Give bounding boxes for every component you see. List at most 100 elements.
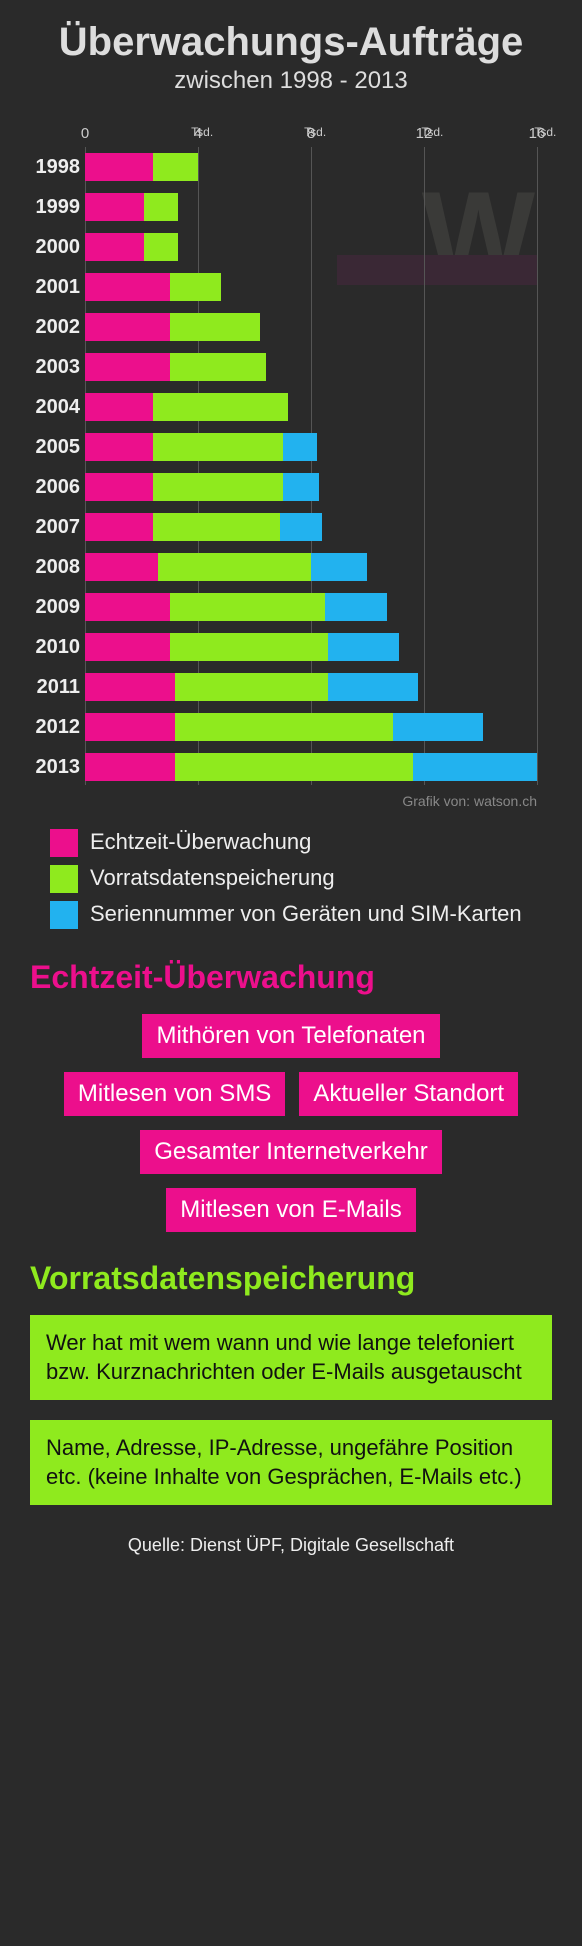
bar-segment-echtzeit: [85, 153, 153, 181]
bar-segment-echtzeit: [85, 273, 170, 301]
bar-track: [85, 313, 537, 341]
year-label: 2005: [30, 436, 80, 459]
page-subtitle: zwischen 1998 - 2013: [30, 67, 552, 95]
legend-label: Seriennummer von Geräten und SIM-Karten: [90, 901, 522, 927]
year-label: 2012: [30, 716, 80, 739]
bar-segment-echtzeit: [85, 193, 144, 221]
chart-row: 2006: [85, 467, 537, 507]
chart-row: 2002: [85, 307, 537, 347]
chart-row: 2013: [85, 747, 537, 787]
bar-segment-vorrat: [175, 713, 393, 741]
chart-row: 2008: [85, 547, 537, 587]
pill-container: Mithören von Telefonaten Mitlesen von SMS…: [30, 1014, 552, 1232]
legend-swatch: [50, 901, 78, 929]
bar-segment-serial: [328, 633, 399, 661]
bar-segment-vorrat: [170, 593, 325, 621]
section1-title: Echtzeit-Überwachung: [30, 959, 552, 996]
bar-segment-serial: [280, 513, 322, 541]
bar-segment-echtzeit: [85, 393, 153, 421]
year-label: 2001: [30, 276, 80, 299]
bar-track: [85, 553, 537, 581]
pill: Mithören von Telefonaten: [142, 1014, 439, 1058]
bar-segment-echtzeit: [85, 513, 153, 541]
bar-track: [85, 433, 537, 461]
bar-segment-echtzeit: [85, 713, 175, 741]
bar-track: [85, 273, 537, 301]
year-label: 2007: [30, 516, 80, 539]
footer-source: Quelle: Dienst ÜPF, Digitale Gesellschaf…: [30, 1535, 552, 1556]
bar-track: [85, 153, 537, 181]
year-label: 2009: [30, 596, 80, 619]
chart-row: 2003: [85, 347, 537, 387]
year-label: 2004: [30, 396, 80, 419]
year-label: 2013: [30, 756, 80, 779]
x-tick-label: 4Tsd.: [194, 125, 202, 142]
bar-segment-serial: [283, 433, 317, 461]
year-label: 2002: [30, 316, 80, 339]
pill: Gesamter Internetverkehr: [140, 1130, 441, 1174]
bar-track: [85, 593, 537, 621]
legend-swatch: [50, 865, 78, 893]
bar-segment-serial: [393, 713, 483, 741]
chart-row: 2001: [85, 267, 537, 307]
bar-segment-serial: [325, 593, 387, 621]
chart-row: 2004: [85, 387, 537, 427]
bar-segment-vorrat: [175, 753, 412, 781]
bar-segment-echtzeit: [85, 233, 144, 261]
bar-segment-vorrat: [153, 513, 280, 541]
gridline: [537, 147, 538, 785]
bar-segment-vorrat: [175, 673, 328, 701]
year-label: 2010: [30, 636, 80, 659]
green-box-container: Wer hat mit wem wann und wie lange telef…: [30, 1315, 552, 1505]
chart-row: 2007: [85, 507, 537, 547]
chart-row: 2000: [85, 227, 537, 267]
year-label: 2006: [30, 476, 80, 499]
bar-segment-echtzeit: [85, 593, 170, 621]
pill: Aktueller Standort: [299, 1072, 518, 1116]
info-box: Name, Adresse, IP-Adresse, ungefähre Pos…: [30, 1420, 552, 1505]
bar-track: [85, 673, 537, 701]
legend-item: Echtzeit-Überwachung: [50, 829, 552, 857]
bar-segment-vorrat: [170, 633, 328, 661]
pill: Mitlesen von SMS: [64, 1072, 285, 1116]
year-label: 2003: [30, 356, 80, 379]
legend-label: Echtzeit-Überwachung: [90, 829, 311, 855]
chart-row: 2011: [85, 667, 537, 707]
bar-segment-serial: [283, 473, 320, 501]
bar-segment-vorrat: [144, 193, 178, 221]
legend-item: Seriennummer von Geräten und SIM-Karten: [50, 901, 552, 929]
bar-track: [85, 633, 537, 661]
year-label: 2000: [30, 236, 80, 259]
bar-segment-echtzeit: [85, 553, 158, 581]
bar-track: [85, 713, 537, 741]
x-tick-label: 0: [81, 125, 89, 142]
bar-track: [85, 393, 537, 421]
pill: Mitlesen von E-Mails: [166, 1188, 415, 1232]
bar-track: [85, 193, 537, 221]
chart-plot: 1998199920002001200220032004200520062007…: [85, 147, 537, 785]
chart-row: 1999: [85, 187, 537, 227]
chart-row: 1998: [85, 147, 537, 187]
bar-segment-echtzeit: [85, 433, 153, 461]
x-tick-label: 16Tsd.: [529, 125, 546, 142]
year-label: 2008: [30, 556, 80, 579]
x-tick-label: 12Tsd.: [416, 125, 433, 142]
bar-track: [85, 353, 537, 381]
chart-row: 2012: [85, 707, 537, 747]
section2-title: Vorratsdatenspeicherung: [30, 1260, 552, 1297]
bar-segment-vorrat: [144, 233, 178, 261]
bar-track: [85, 233, 537, 261]
legend-item: Vorratsdatenspeicherung: [50, 865, 552, 893]
bar-segment-echtzeit: [85, 473, 153, 501]
bar-segment-serial: [328, 673, 418, 701]
bar-segment-vorrat: [170, 313, 260, 341]
bar-segment-echtzeit: [85, 753, 175, 781]
bar-segment-vorrat: [153, 433, 283, 461]
x-tick-label: 8Tsd.: [307, 125, 315, 142]
chart-source: Grafik von: watson.ch: [30, 793, 537, 809]
bar-segment-vorrat: [158, 553, 311, 581]
legend: Echtzeit-Überwachung Vorratsdatenspeicher…: [50, 829, 552, 929]
chart-row: 2010: [85, 627, 537, 667]
bar-segment-echtzeit: [85, 353, 170, 381]
bar-segment-vorrat: [170, 353, 266, 381]
